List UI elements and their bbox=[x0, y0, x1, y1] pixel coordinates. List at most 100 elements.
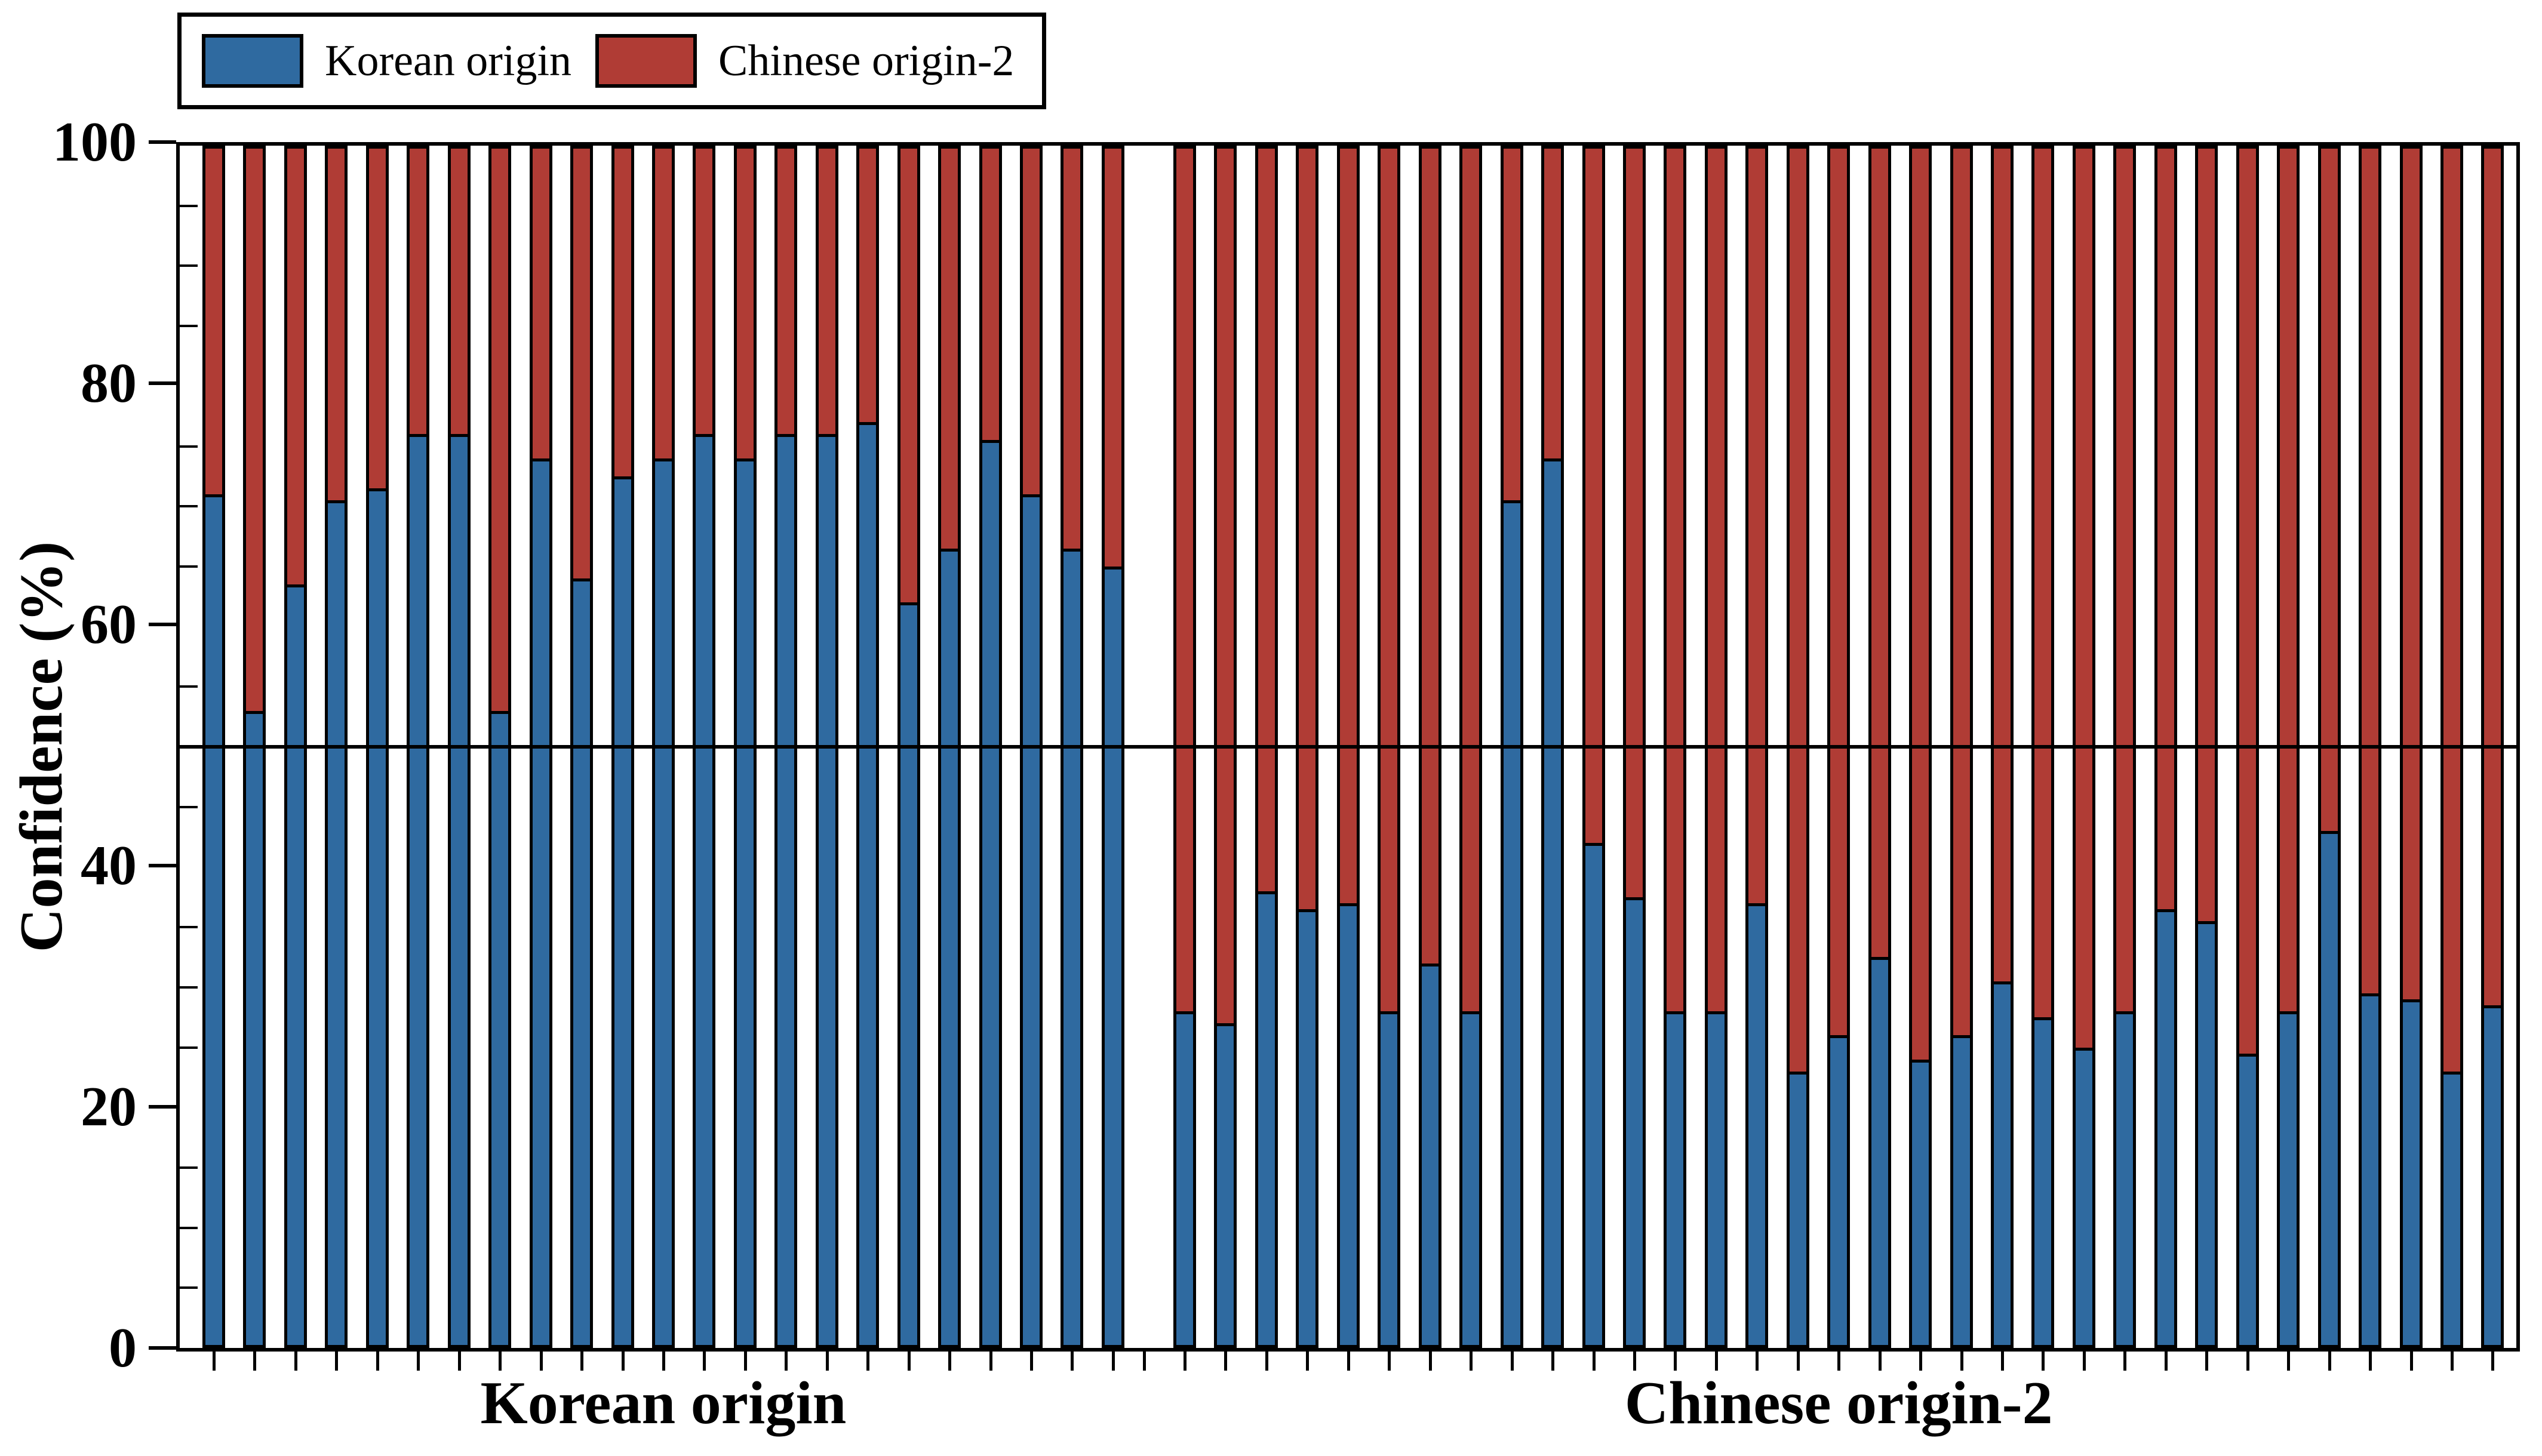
y-axis-minor-tick bbox=[180, 1286, 198, 1289]
x-axis-tick bbox=[1347, 1352, 1350, 1371]
x-axis-tick bbox=[2164, 1352, 2168, 1371]
x-axis-tick bbox=[1551, 1352, 1555, 1371]
stacked-bar bbox=[2317, 146, 2341, 1348]
chinese-origin-segment bbox=[325, 146, 348, 501]
stacked-bar bbox=[1991, 146, 2014, 1348]
x-axis-tick bbox=[1878, 1352, 1882, 1371]
x-axis-tick bbox=[1142, 1352, 1146, 1371]
stacked-bar bbox=[1950, 146, 1973, 1348]
korean-origin-segment bbox=[693, 434, 716, 1348]
chinese-origin-segment bbox=[447, 146, 471, 435]
stacked-bar bbox=[1061, 146, 1084, 1348]
chinese-origin-segment bbox=[1704, 146, 1728, 1012]
x-axis-tick bbox=[1592, 1352, 1596, 1371]
stacked-bar bbox=[1827, 146, 1851, 1348]
korean-origin-segment bbox=[1500, 500, 1523, 1348]
x-axis-tick bbox=[989, 1352, 992, 1371]
stacked-bar bbox=[774, 146, 798, 1348]
stacked-bar bbox=[1459, 146, 1483, 1348]
korean-origin-segment bbox=[1255, 891, 1278, 1348]
korean-origin-segment bbox=[1868, 957, 1891, 1348]
x-axis-tick bbox=[1674, 1352, 1677, 1371]
korean-origin-segment bbox=[1786, 1071, 1809, 1348]
stacked-bar bbox=[1664, 146, 1687, 1348]
chinese-origin-segment bbox=[407, 146, 430, 435]
stacked-bar bbox=[243, 146, 266, 1348]
stacked-bar bbox=[979, 146, 1002, 1348]
y-axis-major-tick bbox=[149, 140, 176, 144]
y-axis-minor-tick bbox=[180, 445, 198, 448]
y-axis-minor-tick bbox=[180, 685, 198, 688]
x-axis-tick bbox=[499, 1352, 502, 1371]
chinese-origin-segment bbox=[1745, 146, 1769, 903]
chinese-origin-segment bbox=[2113, 146, 2137, 1012]
korean-origin-segment bbox=[243, 710, 266, 1348]
x-axis-tick bbox=[1714, 1352, 1718, 1371]
korean-origin-segment bbox=[2195, 921, 2218, 1348]
stacked-bar bbox=[1101, 146, 1124, 1348]
x-axis-tick bbox=[253, 1352, 257, 1371]
chinese-origin-segment bbox=[1786, 146, 1809, 1072]
chinese-origin-segment bbox=[1296, 146, 1319, 909]
korean-origin-segment bbox=[938, 548, 961, 1348]
y-axis-minor-tick bbox=[180, 1226, 198, 1229]
x-axis-tick bbox=[1960, 1352, 1963, 1371]
chinese-origin-segment bbox=[1061, 146, 1084, 549]
korean-origin-segment bbox=[1214, 1023, 1237, 1348]
korean-origin-segment bbox=[2440, 1071, 2463, 1348]
y-axis-minor-tick bbox=[180, 264, 198, 267]
korean-origin-segment bbox=[2359, 993, 2382, 1348]
korean-origin-segment bbox=[570, 578, 594, 1348]
korean-origin-segment bbox=[2481, 1005, 2504, 1348]
chinese-origin-segment bbox=[1582, 146, 1605, 844]
korean-origin-swatch-icon bbox=[202, 34, 303, 88]
chinese-origin-segment bbox=[2072, 146, 2095, 1048]
stacked-bar bbox=[2072, 146, 2095, 1348]
chinese-origin-segment bbox=[1950, 146, 1973, 1036]
x-axis-tick bbox=[2491, 1352, 2495, 1371]
stacked-bar bbox=[1020, 146, 1043, 1348]
korean-origin-segment bbox=[1827, 1035, 1851, 1348]
legend-label-chinese: Chinese origin-2 bbox=[718, 36, 1015, 85]
chinese-origin-segment bbox=[2440, 146, 2463, 1072]
x-axis-tick bbox=[1470, 1352, 1473, 1371]
x-axis-tick bbox=[1265, 1352, 1268, 1371]
x-axis-tick bbox=[213, 1352, 216, 1371]
x-axis-tick bbox=[907, 1352, 911, 1371]
korean-origin-segment bbox=[1582, 843, 1605, 1348]
korean-origin-segment bbox=[1991, 981, 2014, 1348]
korean-origin-segment bbox=[733, 458, 757, 1348]
x-axis-tick bbox=[1030, 1352, 1033, 1371]
y-axis-tick-label: 40 bbox=[81, 835, 137, 897]
chinese-origin-segment bbox=[2359, 146, 2382, 993]
korean-origin-segment bbox=[815, 434, 838, 1348]
chinese-origin-segment bbox=[2317, 146, 2341, 831]
korean-origin-segment bbox=[407, 434, 430, 1348]
reference-line-50pct bbox=[180, 745, 2516, 749]
stacked-bar bbox=[1214, 146, 1237, 1348]
x-axis-tick bbox=[1796, 1352, 1800, 1371]
stacked-bar bbox=[856, 146, 880, 1348]
stacked-bar bbox=[1909, 146, 1932, 1348]
stacked-bar bbox=[1868, 146, 1891, 1348]
korean-origin-segment bbox=[651, 458, 675, 1348]
x-axis-tick bbox=[2369, 1352, 2372, 1371]
y-axis-minor-tick bbox=[180, 505, 198, 508]
y-axis-major-tick bbox=[149, 381, 176, 385]
stacked-bar bbox=[2440, 146, 2463, 1348]
korean-origin-segment bbox=[325, 500, 348, 1348]
x-axis-tick bbox=[1428, 1352, 1432, 1371]
chinese-origin-segment bbox=[1541, 146, 1564, 458]
korean-origin-segment bbox=[2399, 999, 2423, 1348]
korean-origin-segment bbox=[1541, 458, 1564, 1348]
x-axis-tick bbox=[1071, 1352, 1074, 1371]
x-group-label-korean: Korean origin bbox=[480, 1369, 847, 1437]
korean-origin-segment bbox=[2072, 1047, 2095, 1348]
y-axis-tick-label: 20 bbox=[81, 1076, 137, 1138]
stacked-bar bbox=[529, 146, 552, 1348]
korean-origin-segment bbox=[897, 602, 920, 1348]
korean-origin-segment bbox=[284, 584, 307, 1348]
y-axis-major-tick bbox=[149, 1105, 176, 1109]
x-axis-tick bbox=[2001, 1352, 2004, 1371]
